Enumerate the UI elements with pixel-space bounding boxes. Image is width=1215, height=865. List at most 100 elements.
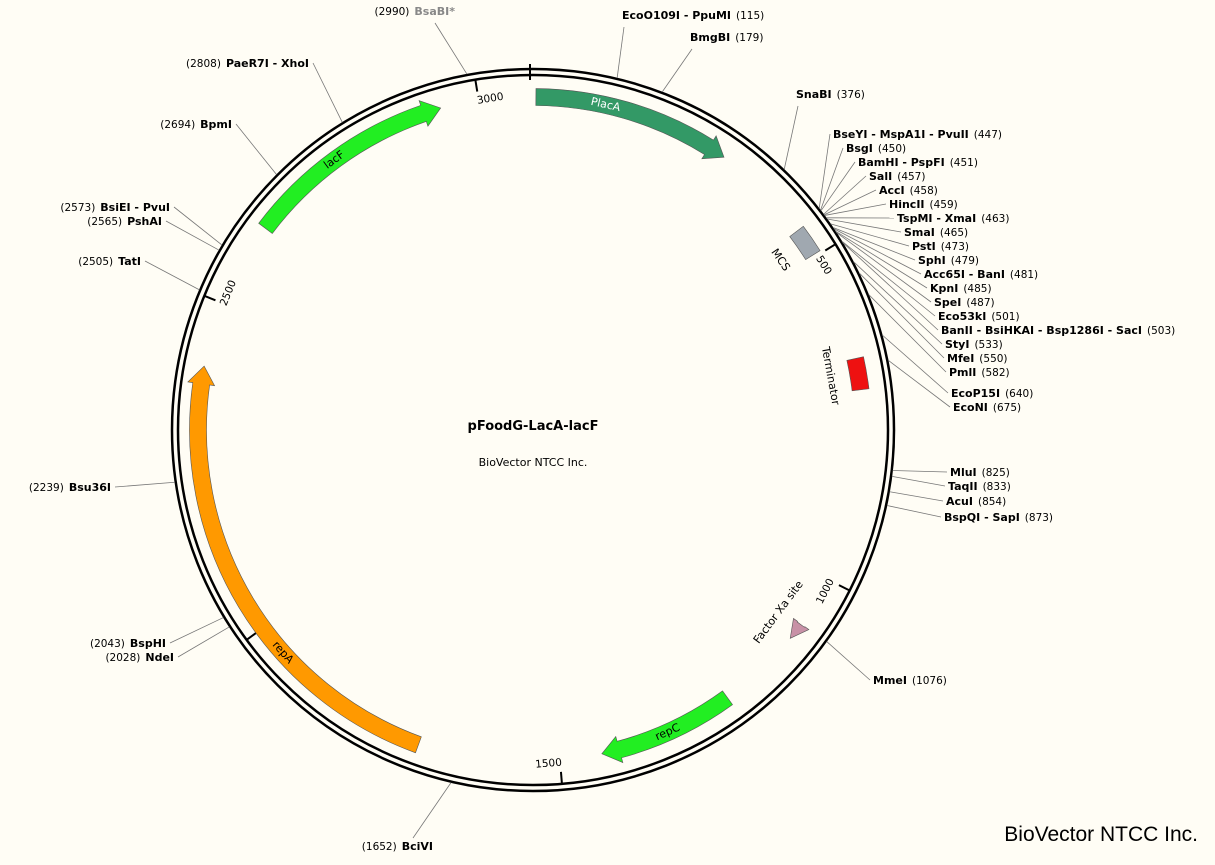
site-position: (479) (951, 255, 979, 267)
site-position: (457) (897, 171, 925, 183)
site-label: PmlI (582) (949, 366, 1010, 379)
site-label: MfeI (550) (947, 352, 1008, 365)
site-label: EcoP15I (640) (951, 387, 1033, 400)
site-position: (873) (1025, 512, 1053, 524)
site-name: SphI (918, 254, 946, 267)
site-position: (503) (1147, 325, 1175, 337)
site-label: EcoO109I - PpuMI (115) (622, 9, 764, 22)
site-name: Bsu36I (69, 481, 111, 494)
site-leader (842, 242, 939, 331)
site-leader (886, 505, 942, 518)
site-label: EcoNI (675) (953, 401, 1021, 414)
site-position: (451) (950, 157, 978, 169)
site-position: (1076) (912, 675, 947, 687)
site-name: BpmI (200, 118, 232, 131)
feature (789, 225, 821, 261)
site-leader (826, 641, 871, 681)
site-name: EcoNI (953, 401, 988, 414)
site-position: (501) (991, 311, 1019, 323)
site-position: (2043) (90, 638, 125, 650)
site-label: BmgBI (179) (690, 31, 763, 44)
site-position: (2990) (374, 6, 409, 18)
site-label: (2028) NdeI (105, 651, 174, 664)
site-leader (836, 232, 932, 303)
site-label: SpeI (487) (934, 296, 995, 309)
site-label: MluI (825) (950, 466, 1010, 479)
site-label: SphI (479) (918, 254, 979, 267)
site-name: MluI (950, 466, 977, 479)
site-leader (892, 470, 948, 473)
scale-tick (203, 294, 216, 302)
site-name: TspMI - XmaI (897, 212, 976, 225)
site-name: PstI (912, 240, 936, 253)
site-name: SpeI (934, 296, 961, 309)
plasmid-name: pFoodG-LacA-lacF (468, 419, 599, 434)
site-name: MfeI (947, 352, 974, 365)
site-label: AccI (458) (879, 184, 938, 197)
site-position: (533) (974, 339, 1002, 351)
scale-tick-label: 3000 (476, 91, 504, 107)
site-name: PshAI (127, 215, 162, 228)
site-leader (144, 260, 200, 291)
site-name: StyI (945, 338, 969, 351)
site-position: (2808) (186, 58, 221, 70)
site-leader (823, 175, 867, 215)
site-leader (824, 203, 887, 216)
site-label: SalI (457) (869, 170, 925, 183)
site-label: (2505) TatI (78, 255, 141, 268)
site-leader (887, 359, 951, 408)
site-name: Acc65I - BanI (924, 268, 1005, 281)
site-position: (1652) (362, 841, 397, 853)
site-position: (2028) (105, 652, 140, 664)
site-position: (825) (982, 467, 1010, 479)
site-name: AcuI (946, 495, 973, 508)
site-position: (833) (983, 481, 1011, 493)
site-label: Eco53kI (501) (938, 310, 1020, 323)
site-position: (675) (993, 402, 1021, 414)
site-leader (827, 218, 902, 233)
site-label: PstI (473) (912, 240, 969, 253)
site-name: BciVI (402, 840, 433, 853)
site-name: BanII - BsiHKAI - Bsp1286I - SacI (941, 324, 1142, 337)
site-name: TatI (118, 255, 141, 268)
scale-tick-label: 1500 (535, 757, 563, 771)
site-position: (179) (735, 32, 763, 44)
site-name: BspHI (130, 637, 166, 650)
backbone-inner (176, 73, 890, 787)
site-name: BsiEI - PvuI (100, 201, 170, 214)
site-leader (882, 334, 949, 394)
site-position: (473) (941, 241, 969, 253)
site-leader (891, 476, 946, 487)
site-label: KpnI (485) (930, 282, 992, 295)
site-position: (447) (974, 129, 1002, 141)
site-label: MmeI (1076) (873, 674, 947, 687)
site-leader (165, 220, 220, 251)
site-leader (616, 26, 625, 78)
scale-tick (824, 243, 837, 252)
site-position: (458) (910, 185, 938, 197)
site-leader (783, 105, 799, 170)
site-leader (434, 22, 468, 75)
site-name: BsaBI* (414, 5, 455, 18)
site-leader (853, 261, 943, 345)
watermark: BioVector NTCC Inc. (1004, 823, 1198, 846)
scale-tick (838, 584, 851, 592)
site-leader (858, 272, 945, 359)
feature (535, 88, 725, 160)
feature (789, 617, 810, 639)
site-position: (465) (940, 227, 968, 239)
site-position: (459) (930, 199, 958, 211)
site-name: Eco53kI (938, 310, 986, 323)
site-position: (2694) (160, 119, 195, 131)
site-leader (177, 626, 230, 658)
feature (258, 100, 442, 234)
site-name: AccI (879, 184, 905, 197)
site-position: (485) (963, 283, 991, 295)
site-name: EcoO109I - PpuMI (622, 9, 731, 22)
site-name: SnaBI (796, 88, 832, 101)
site-leader (312, 62, 343, 123)
site-label: BanII - BsiHKAI - Bsp1286I - SacI (503) (941, 324, 1175, 337)
site-name: SalI (869, 170, 892, 183)
site-position: (487) (966, 297, 994, 309)
site-label: (2694) BpmI (160, 118, 232, 131)
